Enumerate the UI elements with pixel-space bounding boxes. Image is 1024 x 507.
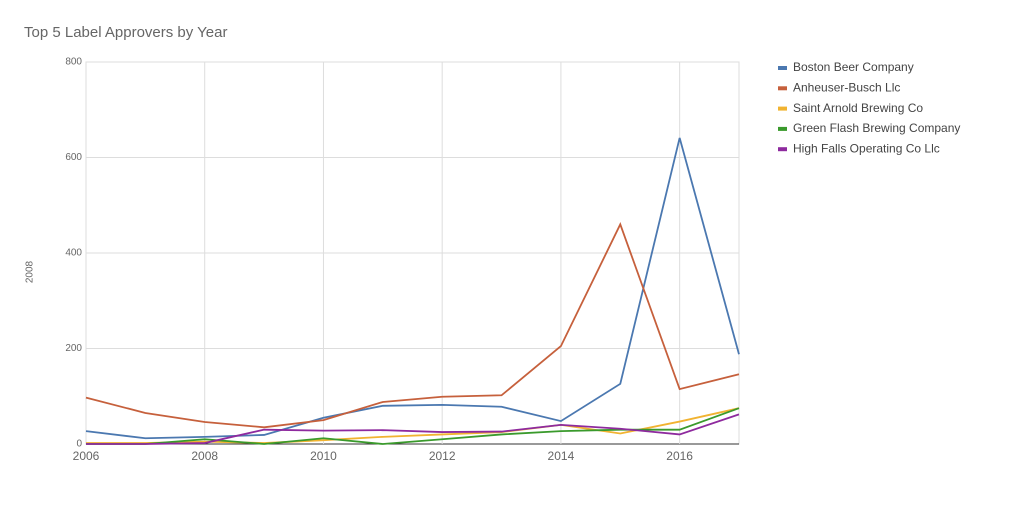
x-tick-label: 2014 [548, 449, 575, 463]
legend-label: High Falls Operating Co Llc [793, 141, 940, 155]
x-tick-label: 2008 [191, 449, 218, 463]
legend-swatch [778, 106, 787, 111]
y-tick-label: 600 [65, 152, 82, 163]
legend-label: Saint Arnold Brewing Co [793, 101, 923, 115]
series-line [86, 407, 740, 445]
legend-label: Anheuser-Busch Llc [793, 80, 900, 94]
y-tick-label: 400 [65, 248, 82, 259]
series-line [85, 137, 740, 440]
series-line [86, 407, 740, 444]
x-tick-label: 2006 [73, 449, 100, 463]
y-tick-label: 200 [65, 343, 82, 354]
legend-swatch [778, 147, 787, 152]
legend-label: Green Flash Brewing Company [793, 121, 960, 135]
y-axis-label: 2008 [25, 260, 36, 283]
legend-swatch [778, 66, 787, 70]
x-tick-label: 2016 [666, 449, 693, 463]
legend-label: Boston Beer Company [793, 60, 914, 74]
y-tick-label: 0 [76, 439, 82, 450]
x-tick-label: 2012 [429, 449, 456, 463]
chart-title: Top 5 Label Approvers by Year [24, 24, 227, 41]
y-tick-label: 800 [65, 57, 82, 68]
series-line [85, 222, 740, 429]
legend-swatch [778, 86, 787, 91]
legend-swatch [778, 126, 787, 131]
x-tick-label: 2010 [310, 449, 337, 463]
series-line [86, 413, 740, 445]
